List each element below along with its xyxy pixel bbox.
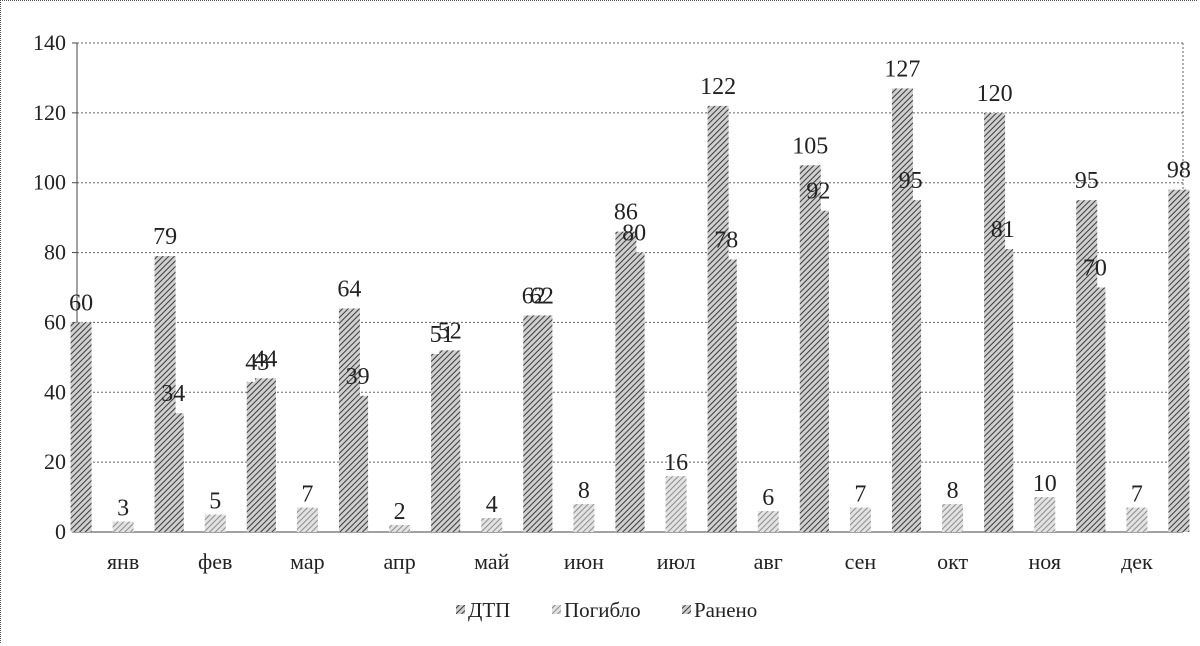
bar-ноя-ДТП — [992, 249, 1014, 533]
data-label: 2 — [394, 499, 406, 525]
bar-сен-ДТП — [807, 210, 829, 532]
y-tick-label: 80 — [44, 240, 66, 265]
legend-swatch-Погибло — [552, 605, 561, 614]
data-label: 8 — [947, 478, 959, 504]
data-label: 120 — [977, 81, 1013, 107]
x-tick-label: июн — [564, 549, 604, 574]
bars — [70, 88, 1190, 533]
data-label: 80 — [622, 221, 646, 247]
legend-label: ДТП — [468, 598, 510, 622]
x-tick-label: авг — [754, 549, 783, 574]
data-label: 70 — [1083, 256, 1107, 282]
data-label: 64 — [337, 276, 361, 302]
data-label: 43 — [245, 350, 269, 376]
bar-июл-Погибло — [665, 476, 687, 532]
legend-label: Ранено — [694, 598, 757, 622]
x-tick-label: май — [474, 549, 510, 574]
bar-окт-Погибло — [942, 504, 964, 532]
data-label: 5 — [209, 489, 221, 515]
data-label: 127 — [884, 56, 920, 82]
data-label: 7 — [1131, 482, 1143, 508]
bar-июн-Погибло — [573, 504, 595, 532]
y-tick-label: 0 — [55, 519, 66, 544]
y-tick-label: 140 — [33, 30, 66, 55]
bar-мар-ДТП — [254, 378, 276, 532]
legend-swatch-ДТП — [456, 605, 465, 614]
data-label: 10 — [1033, 471, 1057, 497]
data-label: 105 — [792, 133, 828, 159]
y-tick-label: 60 — [44, 309, 66, 334]
data-label: 122 — [700, 74, 736, 100]
bar-апр-ДТП — [347, 395, 369, 532]
bar-янв-ДТП — [70, 322, 92, 532]
x-tick-label: дек — [1121, 549, 1153, 574]
data-label: 4 — [486, 492, 498, 518]
bar-дек-Ранено — [1168, 189, 1190, 532]
y-tick-label: 120 — [33, 100, 66, 125]
bar-окт-ДТП — [900, 200, 922, 532]
data-label: 7 — [854, 482, 866, 508]
data-label: 51 — [430, 322, 454, 348]
data-label: 39 — [346, 364, 370, 390]
x-tick-label: мар — [290, 549, 325, 574]
bar-май-Погибло — [481, 518, 503, 532]
x-tick-label: янв — [107, 549, 139, 574]
legend-label: Погибло — [564, 598, 641, 622]
bar-янв-Погибло — [112, 521, 134, 532]
data-label: 6 — [762, 485, 774, 511]
data-label: 95 — [1075, 168, 1099, 194]
data-labels: 6037934543447643925152462628868016122786… — [69, 56, 1191, 525]
data-label: 86 — [614, 200, 638, 226]
data-label: 78 — [714, 228, 738, 254]
x-tick-label: апр — [383, 549, 415, 574]
x-tick-label: июл — [657, 549, 696, 574]
bar-ноя-Погибло — [1034, 497, 1056, 532]
bar-сен-Погибло — [849, 507, 871, 532]
bar-фев-ДТП — [162, 413, 184, 532]
data-label: 79 — [153, 224, 177, 250]
bar-авг-Погибло — [757, 511, 779, 532]
bar-июл-ДТП — [623, 252, 645, 533]
bar-дек-Погибло — [1126, 507, 1148, 532]
y-tick-label: 20 — [44, 449, 66, 474]
bar-дек-ДТП — [1084, 287, 1106, 532]
x-tick-label: сен — [845, 549, 877, 574]
data-label: 8 — [578, 478, 590, 504]
bar-июн-ДТП — [531, 315, 553, 532]
data-label: 60 — [69, 290, 93, 316]
data-label: 52 — [438, 318, 462, 344]
bar-апр-Погибло — [389, 525, 411, 532]
data-label: 62 — [530, 283, 554, 309]
data-label: 44 — [253, 346, 277, 372]
y-tick-label: 40 — [44, 379, 66, 404]
legend-swatch-Ранено — [682, 605, 691, 614]
bar-фев-Погибло — [204, 514, 226, 532]
data-label: 3 — [117, 496, 129, 522]
x-axis: янв фев мар апр май июн июл авг сен окт ноя дек — [107, 549, 1153, 574]
data-label: 81 — [991, 217, 1015, 243]
x-tick-label: фев — [198, 549, 232, 574]
data-label: 34 — [161, 381, 185, 407]
data-label: 95 — [899, 168, 923, 194]
data-label: 16 — [664, 450, 688, 476]
bar-авг-ДТП — [715, 259, 737, 532]
y-tick-label: 100 — [33, 170, 66, 195]
x-tick-label: ноя — [1029, 549, 1061, 574]
data-label: 62 — [522, 283, 546, 309]
data-label: 7 — [301, 482, 313, 508]
data-label: 92 — [806, 179, 830, 205]
bar-мар-Погибло — [296, 507, 318, 532]
data-label: 98 — [1167, 158, 1191, 184]
legend: ДТП Погибло Ранено — [456, 598, 757, 622]
x-tick-label: окт — [937, 549, 968, 574]
bar-май-ДТП — [439, 350, 461, 532]
